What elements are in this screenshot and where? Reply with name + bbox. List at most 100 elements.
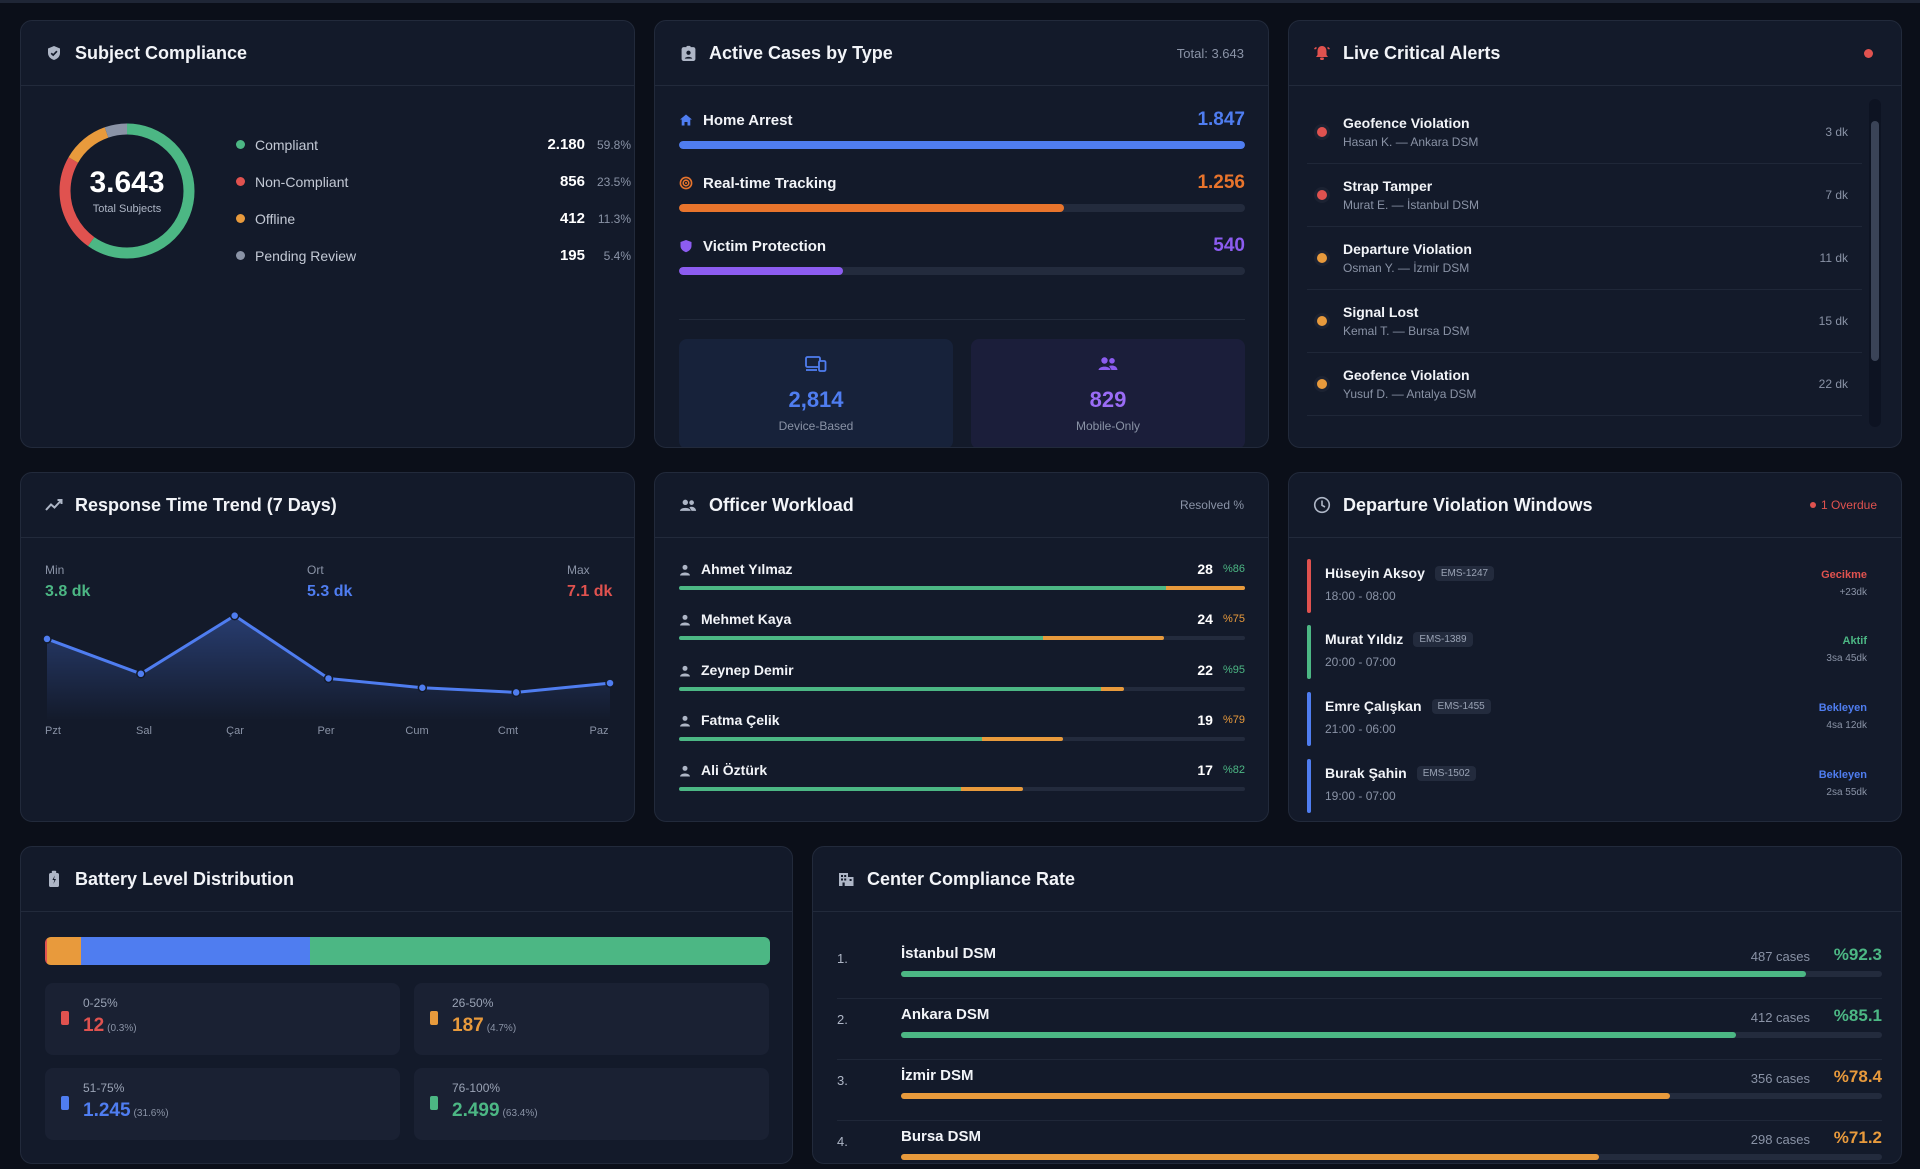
alert-severity-dot	[1317, 379, 1327, 389]
departure-windows-panel: Departure Violation Windows 1 Overdue Hü…	[1288, 472, 1902, 822]
total-subjects-label: Total Subjects	[92, 202, 162, 215]
officer-bar-track	[679, 737, 1245, 741]
panel-title: Response Time Trend (7 Days)	[75, 494, 337, 515]
center-compliance-pct: %71.2	[1833, 1128, 1882, 1147]
officer-case-count: 17	[1197, 762, 1213, 778]
alert-text: Geofence Violation Hasan K. — Ankara DSM	[1343, 115, 1825, 149]
x-tick-label: Çar	[226, 725, 244, 737]
mobile-only-card: 829 Mobile-Only	[971, 339, 1245, 447]
panel-header: Subject Compliance	[21, 21, 634, 86]
window-status: Gecikme	[1821, 569, 1867, 581]
case-type-label: Real-time Tracking	[703, 174, 837, 192]
center-row[interactable]: 3. İzmir DSM 356 cases %78.4	[837, 1059, 1882, 1121]
battery-bar-segment	[45, 937, 48, 965]
departure-window-item[interactable]: Murat Yıldız EMS-1389 20:00 - 07:00 Aktif 3s…	[1307, 625, 1867, 679]
battery-bar-segment	[47, 937, 82, 965]
center-bar-track	[901, 971, 1882, 977]
battery-range-percent: (0.3%)	[107, 1023, 137, 1034]
battery-level-icon	[61, 1096, 69, 1110]
officer-resolved-pct: %79	[1222, 714, 1245, 726]
officer-resolved-bar	[679, 687, 1102, 691]
officer-row[interactable]: Ahmet Yılmaz 28 %86	[679, 559, 1245, 590]
officer-resolved-bar	[679, 737, 983, 741]
alert-item[interactable]: Departure Violation Osman Y. — İzmir DSM 1…	[1307, 227, 1862, 290]
officer-header: Ahmet Yılmaz 28 %86	[679, 559, 1245, 579]
panel-header: Officer Workload Resolved %	[655, 473, 1268, 538]
departure-window-item[interactable]: Burak Şahin EMS-1502 19:00 - 07:00 Bekleyen…	[1307, 759, 1867, 813]
legend-percent: 5.4%	[603, 248, 631, 263]
alert-item[interactable]: Geofence Violation Yusuf D. — Antalya DSM…	[1307, 353, 1862, 416]
alert-text: Departure Violation Osman Y. — İzmir DSM	[1343, 241, 1820, 275]
overdue-badge[interactable]: 1 Overdue	[1809, 498, 1877, 512]
x-tick-label: Cum	[405, 725, 429, 737]
people-icon	[679, 496, 697, 514]
center-bar-fill	[901, 1093, 1671, 1099]
officer-row[interactable]: Ali Öztürk 17 %82	[679, 760, 1245, 791]
alert-title: Geofence Violation	[1343, 115, 1470, 131]
officer-resolved-pct: %95	[1222, 664, 1245, 676]
case-type-bar-track	[679, 267, 1245, 275]
officer-open-bar	[1042, 636, 1165, 640]
trend-point[interactable]	[42, 634, 52, 644]
alert-time: 22 dk	[1818, 377, 1848, 391]
officer-row[interactable]: Mehmet Kaya 24 %75	[679, 609, 1245, 640]
alert-text: Strap Tamper Murat E. — İstanbul DSM	[1343, 178, 1825, 212]
alert-item[interactable]: Geofence Violation Hasan K. — Ankara DSM 3…	[1307, 101, 1862, 164]
trend-point[interactable]	[511, 687, 521, 698]
departure-window-item[interactable]: Emre Çalışkan EMS-1455 21:00 - 06:00 Bekley…	[1307, 692, 1867, 746]
center-row[interactable]: 4. Bursa DSM 298 cases %71.2	[837, 1120, 1882, 1163]
center-cases: 298 cases	[1750, 1132, 1810, 1147]
trend-point[interactable]	[323, 673, 334, 684]
officer-resolved-pct: %82	[1222, 764, 1245, 776]
alert-time: 15 dk	[1818, 314, 1848, 328]
donut-center: 3.643 Total Subjects	[57, 121, 197, 261]
center-cases: 356 cases	[1750, 1071, 1810, 1086]
tracking-icon	[679, 176, 693, 190]
legend-value: 2.180	[547, 136, 585, 153]
officer-row[interactable]: Fatma Çelik 19 %79	[679, 710, 1245, 741]
scrollbar-thumb[interactable]	[1871, 121, 1879, 361]
officer-row[interactable]: Zeynep Demir 22 %95	[679, 660, 1245, 691]
legend-dot	[236, 140, 245, 149]
center-row[interactable]: 2. Ankara DSM 412 cases %85.1	[837, 998, 1882, 1060]
center-name: İstanbul DSM	[901, 945, 997, 962]
case-type-bar-fill	[679, 267, 844, 275]
center-compliance-panel: Center Compliance Rate 1. İstanbul DSM 487…	[812, 846, 1902, 1164]
alert-title: Signal Lost	[1343, 304, 1419, 320]
battery-range-value: 2.499	[452, 1100, 500, 1121]
battery-level-icon	[430, 1096, 438, 1110]
alert-item[interactable]: Signal Lost Kemal T. — Bursa DSM 15 dk	[1307, 290, 1862, 353]
trend-line-icon	[45, 496, 63, 514]
battery-stacked-bar	[45, 937, 770, 965]
legend-item: Non-Compliant 856 23.5%	[236, 163, 631, 200]
trend-point[interactable]	[605, 678, 615, 688]
officer-name: Mehmet Kaya	[701, 611, 792, 627]
window-status: Bekleyen	[1818, 769, 1867, 781]
center-name: Bursa DSM	[901, 1128, 982, 1145]
alert-list[interactable]: Geofence Violation Hasan K. — Ankara DSM 3…	[1307, 101, 1862, 416]
officer-open-bar	[982, 737, 1064, 741]
legend-label: Compliant	[255, 136, 319, 153]
case-type-row: Home Arrest 1.847	[679, 109, 1245, 149]
center-bar-track	[901, 1154, 1882, 1160]
trend-point[interactable]	[229, 610, 240, 621]
legend-item: Offline 412 11.3%	[236, 200, 631, 237]
center-row[interactable]: 1. İstanbul DSM 487 cases %92.3	[837, 937, 1882, 999]
legend-percent: 11.3%	[597, 211, 631, 226]
subject-name-row: Emre Çalışkan EMS-1455	[1325, 698, 1491, 714]
battery-range-label: 76-100%	[452, 1081, 501, 1095]
top-divider	[0, 0, 1920, 3]
subject-name: Hüseyin Aksoy	[1325, 565, 1425, 581]
alert-subject: Kemal T. — Bursa DSM	[1343, 324, 1470, 338]
trend-point[interactable]	[417, 682, 428, 693]
trend-point[interactable]	[136, 669, 146, 679]
panel-title: Active Cases by Type	[709, 42, 893, 63]
live-alerts-panel: Live Critical Alerts Geofence Violation H…	[1288, 20, 1902, 448]
alert-item[interactable]: Strap Tamper Murat E. — İstanbul DSM 7 dk	[1307, 164, 1862, 227]
departure-window-item[interactable]: Hüseyin Aksoy EMS-1247 18:00 - 08:00 Gecikm…	[1307, 559, 1867, 613]
case-type-value: 1.256	[1197, 172, 1245, 193]
battery-range-card: 51-75% 1.245 (31.6%)	[45, 1068, 400, 1140]
divider	[679, 319, 1245, 320]
status-accent-bar	[1307, 759, 1311, 813]
alert-text: Geofence Violation Yusuf D. — Antalya DSM	[1343, 367, 1819, 401]
